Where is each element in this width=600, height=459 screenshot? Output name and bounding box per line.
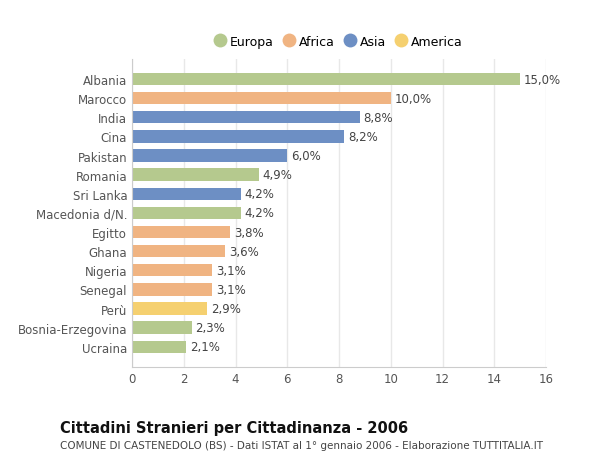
Text: 4,2%: 4,2% bbox=[245, 207, 274, 220]
Bar bbox=[132, 341, 187, 353]
Bar bbox=[132, 131, 344, 143]
Text: 6,0%: 6,0% bbox=[291, 150, 321, 162]
Bar bbox=[132, 264, 212, 277]
Text: 2,1%: 2,1% bbox=[190, 341, 220, 353]
Legend: Europa, Africa, Asia, America: Europa, Africa, Asia, America bbox=[211, 32, 467, 52]
Text: 8,2%: 8,2% bbox=[348, 131, 378, 144]
Text: 2,9%: 2,9% bbox=[211, 302, 241, 315]
Bar bbox=[132, 169, 259, 181]
Text: 4,9%: 4,9% bbox=[263, 169, 293, 182]
Bar bbox=[132, 226, 230, 239]
Text: 10,0%: 10,0% bbox=[395, 92, 432, 106]
Text: 2,3%: 2,3% bbox=[196, 321, 225, 335]
Text: 4,2%: 4,2% bbox=[245, 188, 274, 201]
Bar bbox=[132, 188, 241, 201]
Bar bbox=[132, 150, 287, 162]
Bar bbox=[132, 302, 207, 315]
Text: 3,8%: 3,8% bbox=[234, 226, 264, 239]
Text: 15,0%: 15,0% bbox=[524, 73, 561, 86]
Text: 3,1%: 3,1% bbox=[216, 264, 246, 277]
Bar bbox=[132, 246, 225, 258]
Bar bbox=[132, 207, 241, 220]
Text: 8,8%: 8,8% bbox=[364, 112, 393, 124]
Bar bbox=[132, 284, 212, 296]
Text: 3,1%: 3,1% bbox=[216, 283, 246, 296]
Bar bbox=[132, 73, 520, 86]
Bar bbox=[132, 322, 191, 334]
Text: COMUNE DI CASTENEDOLO (BS) - Dati ISTAT al 1° gennaio 2006 - Elaborazione TUTTIT: COMUNE DI CASTENEDOLO (BS) - Dati ISTAT … bbox=[60, 440, 543, 450]
Bar bbox=[132, 112, 360, 124]
Text: Cittadini Stranieri per Cittadinanza - 2006: Cittadini Stranieri per Cittadinanza - 2… bbox=[60, 420, 408, 435]
Bar bbox=[132, 93, 391, 105]
Text: 3,6%: 3,6% bbox=[229, 245, 259, 258]
